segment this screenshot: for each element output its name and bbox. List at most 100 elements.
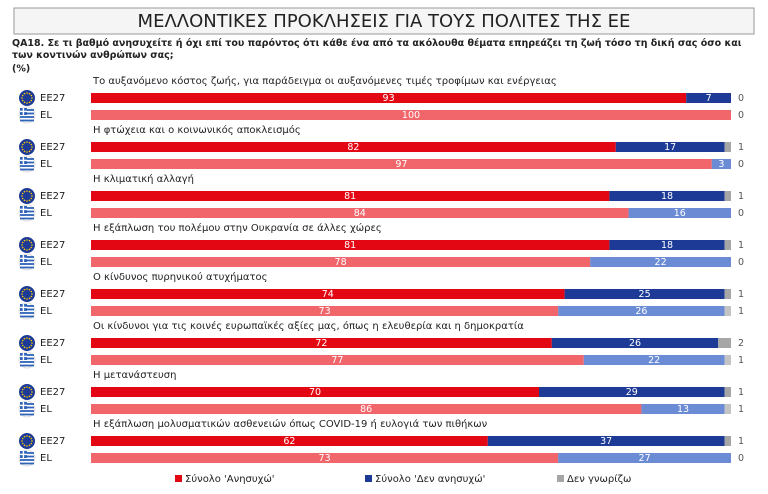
dk-label: 2 xyxy=(738,338,744,349)
flag-star xyxy=(30,197,33,200)
segment-label: 93 xyxy=(383,93,395,104)
row-label: EE27 xyxy=(40,338,65,349)
question: QA18. Σε τι βαθμό ανησυχείτε ή όχι επί τ… xyxy=(12,38,742,61)
row-label: EE27 xyxy=(40,142,65,153)
flag-stripe xyxy=(20,410,34,412)
flag-star xyxy=(30,148,33,151)
flag-star xyxy=(21,342,23,344)
flag-star xyxy=(30,339,33,342)
flag-star xyxy=(26,151,28,153)
flag-stripe xyxy=(20,361,34,363)
topic-label: Η εξάπλωση μολυσματικών ασθενειών όπως C… xyxy=(93,418,488,430)
flag-star xyxy=(23,150,26,153)
dk-label: 1 xyxy=(738,142,744,153)
segment-label: 29 xyxy=(626,387,638,398)
segment-label: 26 xyxy=(629,338,641,349)
segment-label: 78 xyxy=(335,257,347,268)
flag-star xyxy=(30,393,33,396)
flag-star xyxy=(21,146,23,148)
flag-star xyxy=(30,295,33,298)
segment-label: 7 xyxy=(706,93,712,104)
flag-star xyxy=(21,94,24,97)
flag-cross xyxy=(20,257,27,260)
flag-star xyxy=(21,339,24,342)
bar-segment xyxy=(539,387,725,397)
flag-star xyxy=(21,290,24,293)
bar-segment xyxy=(91,387,539,397)
legend-swatch xyxy=(557,475,564,482)
bar-segment xyxy=(724,387,731,397)
legend-label: Σύνολο 'Ανησυχώ' xyxy=(185,473,275,485)
flag-star xyxy=(30,344,33,347)
legend-label: Σύνολο 'Δεν ανησυχώ' xyxy=(375,473,485,485)
topic-label: Ο κίνδυνος πυρηνικού ατυχήματος xyxy=(93,271,267,283)
row-label: EL xyxy=(40,110,52,121)
row-label: EE27 xyxy=(40,93,65,104)
flag-star xyxy=(21,241,24,244)
flag-star xyxy=(21,192,24,195)
segment-label: 18 xyxy=(661,240,673,251)
flag-star xyxy=(21,440,23,442)
flag-star xyxy=(23,386,26,389)
flag-stripe xyxy=(20,312,34,314)
flag-star xyxy=(23,346,26,349)
flag-stripe xyxy=(20,168,34,171)
bar-segment xyxy=(724,404,731,414)
bar-segment xyxy=(91,191,610,201)
flag-star xyxy=(21,148,24,151)
bar-segment xyxy=(724,289,731,299)
legend-label: Δεν γνωρίζω xyxy=(567,473,631,485)
flag-stripe xyxy=(20,263,34,265)
bar-segment xyxy=(551,338,719,348)
flag-star xyxy=(31,195,33,197)
segment-label: 82 xyxy=(347,142,359,153)
flag-star xyxy=(30,437,33,440)
flag-star xyxy=(26,298,28,300)
segment-label: 100 xyxy=(402,110,420,121)
segment-label: 97 xyxy=(395,159,407,170)
dk-label: 0 xyxy=(738,159,744,170)
row-label: EL xyxy=(40,208,52,219)
segment-label: 18 xyxy=(661,191,673,202)
flag-star xyxy=(23,239,26,242)
flag-star xyxy=(31,391,33,393)
bar-segment xyxy=(487,436,725,446)
bar-segment xyxy=(91,355,584,365)
flag-star xyxy=(21,195,23,197)
unit: (%) xyxy=(12,64,30,75)
flag-star xyxy=(21,393,24,396)
flag-star xyxy=(26,200,28,202)
flag-star xyxy=(21,437,24,440)
bar-segment xyxy=(91,306,559,316)
segment-label: 81 xyxy=(344,191,356,202)
flag-star xyxy=(23,337,26,340)
topic-label: Η εξάπλωση του πολέμου στην Ουκρανία σε … xyxy=(93,222,382,234)
bar-segment xyxy=(724,306,731,316)
flag-star xyxy=(23,297,26,300)
flag-star xyxy=(28,337,31,340)
flag-star xyxy=(30,246,33,249)
flag-stripe xyxy=(20,364,34,367)
segment-label: 37 xyxy=(600,436,612,447)
segment-label: 27 xyxy=(639,453,651,464)
flag-star xyxy=(28,435,31,438)
flag-star xyxy=(23,395,26,398)
flag-star xyxy=(28,444,31,447)
bar-segment xyxy=(628,208,731,218)
dk-label: 1 xyxy=(738,306,744,317)
eu-flag xyxy=(19,188,35,204)
segment-label: 72 xyxy=(315,338,327,349)
flag-star xyxy=(30,241,33,244)
eu-flag xyxy=(19,335,35,351)
flag-star xyxy=(30,94,33,97)
row-label: EE27 xyxy=(40,240,65,251)
segment-label: 17 xyxy=(664,142,676,153)
segment-label: 22 xyxy=(648,355,660,366)
segment-label: 81 xyxy=(344,240,356,251)
bar-segment xyxy=(558,306,725,316)
bar-segment xyxy=(583,355,725,365)
flag-star xyxy=(31,440,33,442)
flag-star xyxy=(23,199,26,202)
flag-star xyxy=(31,293,33,295)
dk-label: 1 xyxy=(738,191,744,202)
